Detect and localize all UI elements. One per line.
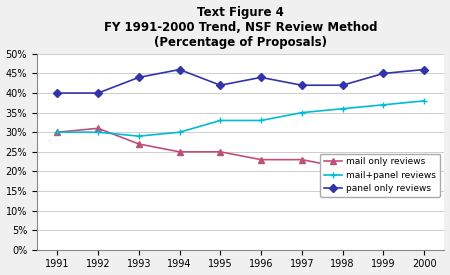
Legend: mail only reviews, mail+panel reviews, panel only reviews: mail only reviews, mail+panel reviews, p… [320,154,440,197]
mail only reviews [218,150,223,153]
mail+panel reviews [421,99,427,103]
mail only reviews [54,131,60,134]
mail+panel reviews [299,111,305,114]
panel only reviews [299,84,305,87]
mail only reviews [177,150,182,153]
panel only reviews [95,91,101,95]
mail+panel reviews [218,119,223,122]
mail only reviews [95,127,101,130]
mail+panel reviews [258,119,264,122]
panel only reviews [381,72,386,75]
panel only reviews [421,68,427,71]
panel only reviews [136,76,141,79]
Line: mail+panel reviews: mail+panel reviews [54,97,428,140]
mail+panel reviews [381,103,386,106]
Line: panel only reviews: panel only reviews [54,67,427,96]
mail+panel reviews [95,131,101,134]
mail only reviews [258,158,264,161]
panel only reviews [340,84,345,87]
mail only reviews [340,166,345,169]
mail+panel reviews [54,131,60,134]
mail+panel reviews [177,131,182,134]
Title: Text Figure 4
FY 1991-2000 Trend, NSF Review Method
(Percentage of Proposals): Text Figure 4 FY 1991-2000 Trend, NSF Re… [104,6,378,49]
mail only reviews [136,142,141,146]
panel only reviews [258,76,264,79]
mail+panel reviews [136,134,141,138]
Line: mail only reviews: mail only reviews [54,125,427,186]
mail+panel reviews [340,107,345,110]
panel only reviews [177,68,182,71]
mail only reviews [299,158,305,161]
mail only reviews [421,182,427,185]
mail only reviews [381,174,386,177]
panel only reviews [218,84,223,87]
panel only reviews [54,91,60,95]
